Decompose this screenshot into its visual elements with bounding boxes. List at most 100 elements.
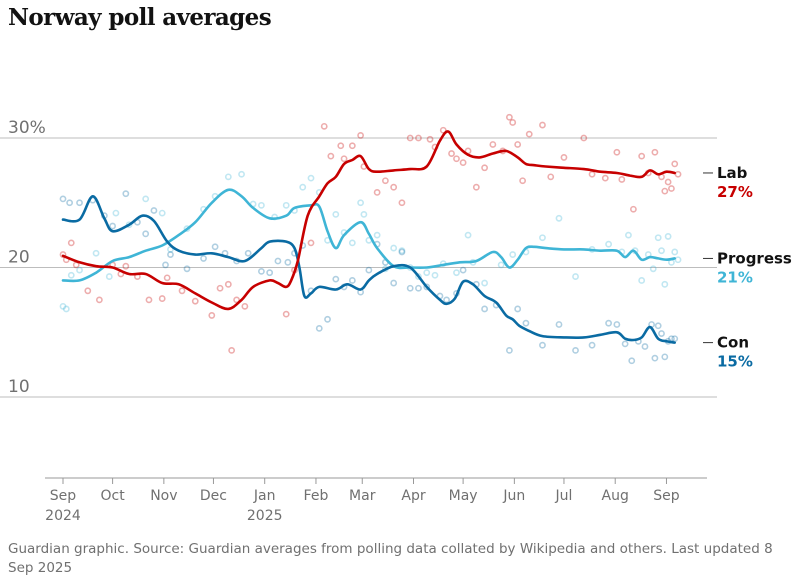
poll-point-lab — [630, 205, 637, 213]
poll-point-lab — [406, 134, 414, 142]
x-tick-label: Jan — [253, 488, 276, 504]
poll-point-progress — [282, 201, 290, 209]
poll-point-progress — [572, 273, 579, 280]
x-tick-label: Aug — [602, 488, 629, 504]
label-lab: Lab — [717, 164, 748, 182]
poll-point-lab — [509, 119, 517, 126]
poll-point-progress — [674, 256, 682, 264]
poll-point-lab — [651, 148, 659, 156]
poll-point-progress — [348, 239, 356, 247]
poll-point-con — [459, 266, 467, 274]
poll-point-progress — [431, 271, 439, 279]
poll-point-progress — [112, 209, 120, 217]
page-title: Norway poll averages — [8, 4, 272, 31]
poll-point-con — [122, 190, 130, 198]
poll-point-progress — [373, 231, 381, 239]
poll-point-progress — [142, 195, 150, 203]
poll-point-lab — [505, 113, 513, 121]
poll-point-lab — [415, 134, 422, 142]
poll-point-lab — [439, 126, 447, 134]
x-tick-label: Sep — [50, 488, 77, 504]
poll-point-con — [348, 277, 356, 284]
poll-point-con — [365, 266, 373, 274]
poll-point-progress — [62, 305, 70, 313]
poll-point-progress — [398, 247, 406, 255]
poll-point-lab — [224, 280, 232, 288]
poll-point-progress — [654, 234, 662, 242]
poll-chart: 10 20 30% Sep 2024 Oct Nov Dec Jan 2025 Feb Mar Apr… — [0, 113, 792, 524]
poll-point-con — [59, 195, 67, 203]
poll-point-progress — [539, 234, 546, 242]
poll-point-progress — [299, 183, 307, 191]
poll-point-lab — [398, 199, 406, 207]
poll-point-con — [150, 207, 158, 214]
poll-point-progress — [638, 277, 646, 284]
poll-point-progress — [105, 273, 113, 280]
poll-point-lab — [580, 134, 588, 142]
poll-point-lab — [481, 164, 488, 172]
poll-point-progress — [664, 233, 672, 240]
poll-point-progress — [464, 231, 472, 239]
poll-point-lab — [320, 122, 328, 130]
x-tick-label: Jul — [555, 488, 573, 504]
poll-point-lab — [671, 160, 679, 168]
poll-point-con — [661, 353, 669, 361]
poll-point-lab — [122, 262, 130, 270]
poll-point-lab — [668, 185, 675, 192]
poll-point-lab — [282, 310, 290, 318]
poll-point-lab — [307, 239, 315, 247]
poll-point-lab — [178, 287, 186, 295]
poll-point-lab — [453, 155, 460, 163]
poll-point-lab — [145, 296, 153, 304]
poll-point-con — [390, 279, 398, 287]
poll-point-progress — [76, 266, 83, 274]
poll-point-con — [481, 305, 488, 313]
poll-point-lab — [373, 188, 381, 196]
poll-point-con — [605, 319, 612, 327]
poll-point-con — [211, 243, 219, 251]
poll-point-progress — [224, 173, 232, 181]
line-lab — [61, 130, 676, 311]
poll-point-lab — [539, 121, 546, 129]
poll-point-lab — [618, 176, 626, 183]
x-tick-label: Nov — [150, 488, 177, 504]
poll-point-lab — [327, 152, 335, 160]
poll-point-progress — [92, 249, 100, 257]
poll-point-con — [406, 284, 414, 292]
poll-point-lab — [357, 132, 364, 139]
poll-point-lab — [525, 130, 533, 138]
poll-point-lab — [390, 183, 398, 191]
average-lines — [61, 130, 676, 344]
poll-point-con — [588, 341, 596, 349]
value-con: 15% — [717, 353, 753, 371]
x-tick-label: Dec — [200, 488, 227, 504]
poll-point-con — [621, 340, 629, 348]
poll-point-lab — [601, 174, 609, 182]
poll-point-progress — [509, 251, 517, 258]
poll-point-con — [539, 341, 546, 349]
poll-point-lab — [381, 177, 389, 185]
x-axis: Sep 2024 Oct Nov Dec Jan 2025 Feb Mar Apr May Jun Ju… — [45, 477, 707, 524]
poll-point-con — [244, 249, 252, 257]
poll-point-con — [167, 251, 174, 258]
poll-point-lab — [95, 296, 103, 304]
poll-point-con — [66, 199, 74, 207]
poll-point-progress — [649, 265, 657, 273]
poll-point-lab — [588, 170, 596, 178]
poll-point-con — [332, 275, 340, 283]
poll-point-progress — [423, 269, 431, 277]
line-progress — [61, 188, 676, 283]
poll-point-lab — [67, 239, 75, 247]
poll-point-progress — [605, 240, 612, 248]
poll-point-con — [628, 357, 636, 365]
poll-point-con — [415, 284, 422, 292]
poll-point-con — [200, 255, 207, 262]
x-tick-year-label: 2024 — [45, 508, 81, 524]
poll-point-lab — [348, 142, 356, 150]
poll-point-progress — [453, 269, 460, 277]
line-con — [61, 195, 676, 344]
value-lab: 27% — [717, 183, 753, 201]
label-con: Con — [717, 334, 749, 352]
poll-point-progress — [238, 170, 245, 178]
